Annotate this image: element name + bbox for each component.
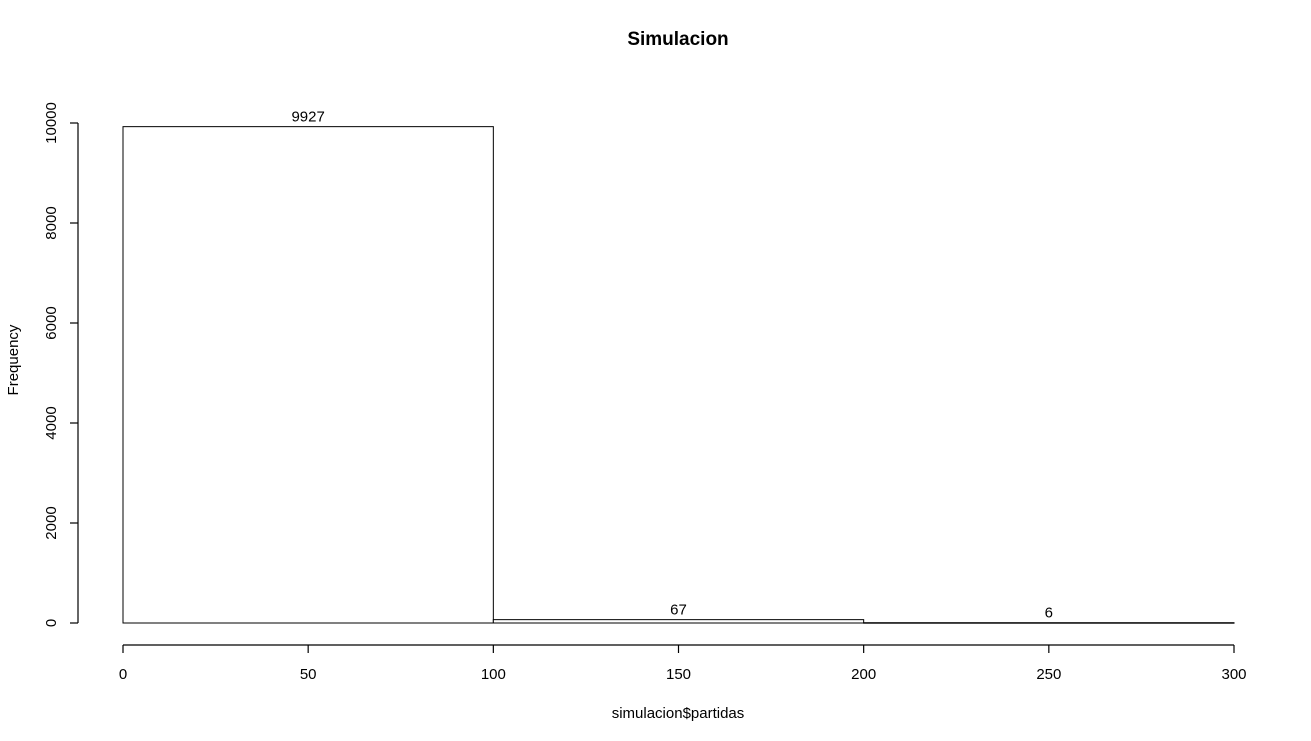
- bar-0: [122, 126, 494, 624]
- x-tick-label-1: 50: [300, 666, 317, 683]
- x-tick-label-2: 100: [481, 666, 506, 683]
- x-tick-label-6: 300: [1221, 666, 1246, 683]
- bar-label-2: 6: [1045, 605, 1053, 622]
- x-tick-label-3: 150: [666, 666, 691, 683]
- y-axis-label: Frequency: [5, 324, 22, 395]
- x-tick-label-4: 200: [851, 666, 876, 683]
- bar-2: [863, 622, 1235, 624]
- bar-label-1: 67: [670, 602, 687, 619]
- bar-label-0: 9927: [291, 109, 324, 126]
- x-axis: 0 50 100 150 200 250 300: [119, 644, 1247, 683]
- x-axis-label: simulacion$partidas: [612, 705, 745, 722]
- y-axis: 0 2000 4000 6000 8000 10000: [43, 102, 79, 627]
- bars-group: [122, 126, 1235, 624]
- x-tick-label-0: 0: [119, 666, 127, 683]
- bar-labels-group: 9927 67 6: [291, 109, 1053, 622]
- y-tick-label-0: 0: [43, 619, 60, 627]
- chart-title: Simulacion: [627, 29, 728, 50]
- y-tick-label-4: 8000: [43, 206, 60, 239]
- y-tick-label-2: 4000: [43, 406, 60, 439]
- y-tick-label-1: 2000: [43, 506, 60, 539]
- x-tick-label-5: 250: [1036, 666, 1061, 683]
- bar-1: [492, 619, 865, 624]
- y-tick-label-5: 10000: [43, 102, 60, 144]
- y-tick-label-3: 6000: [43, 306, 60, 339]
